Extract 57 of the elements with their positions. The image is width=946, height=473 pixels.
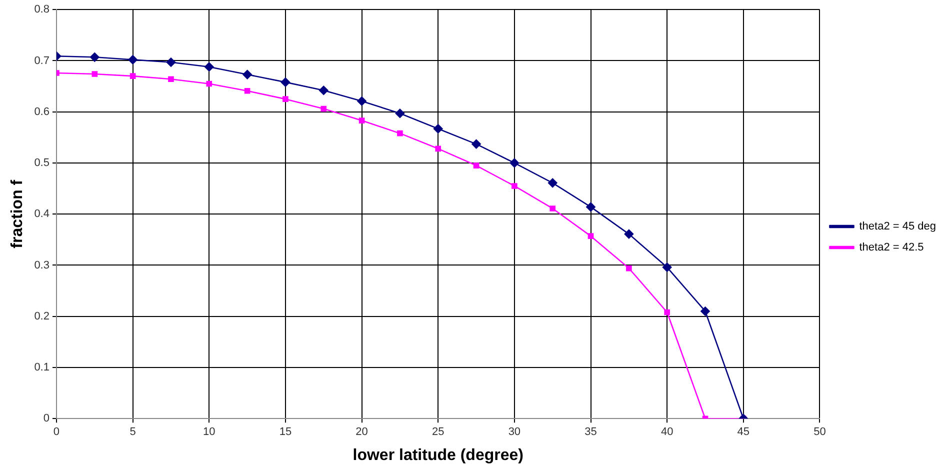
point [206,80,212,87]
point [586,202,596,212]
point [664,309,670,316]
point [700,306,710,316]
legend-label: theta2 = 45 deg [859,220,936,233]
x-tick-label: 40 [660,426,674,438]
y-tick-label: 0.8 [34,4,50,16]
point [90,52,100,62]
y-tick-label: 0.2 [34,310,50,322]
point [433,124,443,134]
x-tick-label: 20 [356,426,368,438]
point [512,183,518,189]
point [204,62,214,72]
y-tick-label: 0.7 [34,54,50,67]
point [550,206,556,212]
x-tick-label: 10 [203,426,216,438]
point [166,58,176,67]
point [92,71,98,77]
y-axis-title: fraction f [9,179,26,248]
point [473,162,480,168]
x-tick-label: 5 [130,426,136,438]
y-tick-label: 0.4 [34,208,50,220]
point [282,96,288,102]
legend-label: theta2 = 42.5 [859,242,924,254]
point [128,55,138,64]
x-tick-label: 0 [53,426,60,438]
point [435,146,442,152]
y-tick-label: 0.1 [34,362,50,374]
point [168,76,174,82]
point [320,106,327,112]
x-tick-label: 25 [432,426,444,438]
point [588,233,594,239]
point [280,78,290,87]
point [626,265,632,272]
point [510,158,520,168]
y-tick-label: 0.3 [34,259,50,272]
x-axis-title: lower latitude (degree) [352,446,524,464]
y-tick-label: 0.6 [34,106,50,118]
x-tick-label: 15 [279,426,292,438]
point [472,139,481,149]
point [318,86,328,96]
x-tick-label: 35 [584,426,597,438]
y-tick-label: 0.5 [34,157,50,170]
point [358,118,365,124]
point [357,96,366,106]
x-tick-label: 45 [737,426,750,438]
x-tick-label: 30 [508,426,521,438]
point [395,108,405,118]
y-tick-label: 0 [43,412,50,425]
point [662,262,672,272]
x-tick-label: 50 [814,426,826,438]
point [397,130,403,136]
point [244,88,250,94]
point [130,73,136,79]
point [624,229,634,239]
point [242,70,252,80]
point [548,178,558,188]
